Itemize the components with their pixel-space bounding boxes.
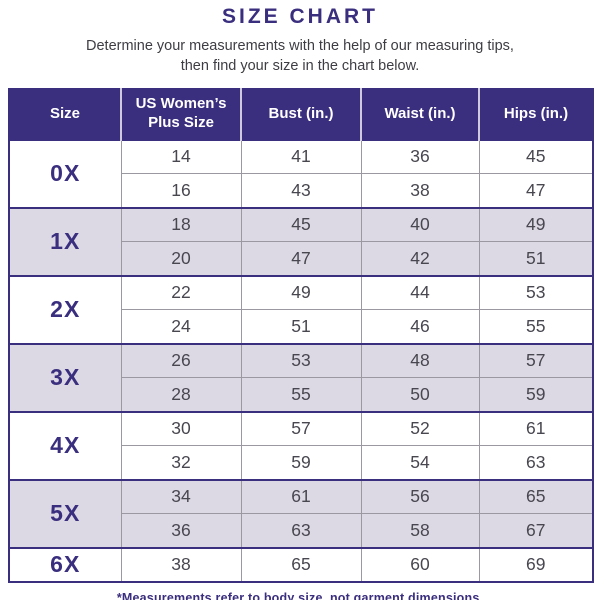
cell-bust: 63: [240, 513, 362, 549]
cell-plus-size: 34: [120, 478, 242, 515]
col-header-plus-size: US Women’s Plus Size: [121, 88, 242, 140]
header-row: Size US Women’s Plus Size Bust (in.) Wai…: [9, 88, 593, 140]
col-header-waist: Waist (in.): [361, 88, 480, 140]
size-label-5x: 5X: [8, 478, 122, 549]
size-label-3x: 3X: [8, 342, 122, 413]
cell-waist: 42: [360, 241, 480, 277]
table-row: 6X 38 65 60 69: [8, 546, 594, 583]
cell-plus-size: 20: [120, 241, 242, 277]
cell-bust: 65: [240, 546, 362, 583]
cell-waist: 54: [360, 445, 480, 481]
cell-hips: 53: [478, 274, 594, 311]
cell-plus-size: 28: [120, 377, 242, 413]
cell-bust: 49: [240, 274, 362, 311]
cell-bust: 47: [240, 241, 362, 277]
cell-waist: 36: [360, 138, 480, 175]
cell-plus-size: 26: [120, 342, 242, 379]
cell-hips: 57: [478, 342, 594, 379]
cell-bust: 43: [240, 173, 362, 209]
cell-hips: 61: [478, 410, 594, 447]
page-subtitle: Determine your measurements with the hel…: [8, 36, 592, 77]
size-label-1x: 1X: [8, 206, 122, 277]
table-row: 20 47 42 51: [9, 241, 594, 277]
size-label-2x: 2X: [8, 274, 122, 345]
cell-waist: 58: [360, 513, 480, 549]
table-row: 4X 30 57 52 61: [8, 410, 594, 481]
col-header-bust: Bust (in.): [241, 88, 362, 140]
subtitle-line-2: then find your size in the chart below.: [180, 58, 420, 75]
page-title: SIZE CHART: [222, 5, 378, 28]
cell-bust: 57: [240, 410, 362, 447]
cell-waist: 52: [360, 410, 480, 447]
cell-plus-size: 18: [120, 206, 242, 243]
cell-waist: 40: [360, 206, 480, 243]
table-row: 28 55 50 59: [9, 377, 594, 413]
table-row: 36 63 58 67: [9, 513, 594, 549]
cell-bust: 59: [240, 445, 362, 481]
cell-hips: 59: [478, 377, 594, 413]
cell-hips: 67: [478, 513, 594, 549]
table-row: 2X 22 49 44 53: [8, 274, 594, 345]
measurements-footnote: *Measurements refer to body size, not ga…: [116, 590, 484, 600]
cell-hips: 45: [478, 138, 594, 175]
cell-bust: 45: [240, 206, 362, 243]
table-row: 1X 18 45 40 49: [8, 206, 594, 277]
cell-plus-size: 16: [120, 173, 242, 209]
cell-hips: 55: [478, 309, 594, 345]
col-header-hips: Hips (in.): [479, 88, 593, 140]
cell-bust: 55: [240, 377, 362, 413]
cell-plus-size: 14: [120, 138, 242, 175]
table-row: 5X 34 61 56 65: [8, 478, 594, 549]
size-label-0x: 0X: [8, 138, 122, 209]
cell-hips: 63: [478, 445, 594, 481]
cell-waist: 48: [360, 342, 480, 379]
cell-waist: 56: [360, 478, 480, 515]
size-label-4x: 4X: [8, 410, 122, 481]
cell-waist: 46: [360, 309, 480, 345]
cell-hips: 51: [478, 241, 594, 277]
table-row: 0X 14 41 36 45: [8, 138, 594, 209]
subtitle-line-1: Determine your measurements with the hel…: [86, 38, 514, 54]
cell-waist: 44: [360, 274, 480, 311]
table-row: 16 43 38 47: [9, 173, 594, 209]
cell-plus-size: 24: [120, 309, 242, 345]
cell-waist: 38: [360, 173, 480, 209]
table-row: 32 59 54 63: [9, 445, 594, 481]
cell-plus-size: 38: [120, 546, 242, 583]
cell-bust: 51: [240, 309, 362, 345]
cell-bust: 53: [240, 342, 362, 379]
cell-bust: 41: [240, 138, 362, 175]
cell-hips: 47: [478, 173, 594, 209]
cell-hips: 65: [478, 478, 594, 515]
cell-plus-size: 32: [120, 445, 242, 481]
size-label-6x: 6X: [8, 546, 122, 583]
col-header-size: Size: [9, 88, 122, 140]
size-chart-table: Size US Women’s Plus Size Bust (in.) Wai…: [8, 87, 594, 583]
cell-bust: 61: [240, 478, 362, 515]
cell-plus-size: 36: [120, 513, 242, 549]
table-row: 3X 26 53 48 57: [8, 342, 594, 413]
cell-hips: 69: [478, 546, 594, 583]
cell-plus-size: 30: [120, 410, 242, 447]
cell-waist: 50: [360, 377, 480, 413]
table-row: 24 51 46 55: [9, 309, 594, 345]
cell-waist: 60: [360, 546, 480, 583]
cell-hips: 49: [478, 206, 594, 243]
cell-plus-size: 22: [120, 274, 242, 311]
